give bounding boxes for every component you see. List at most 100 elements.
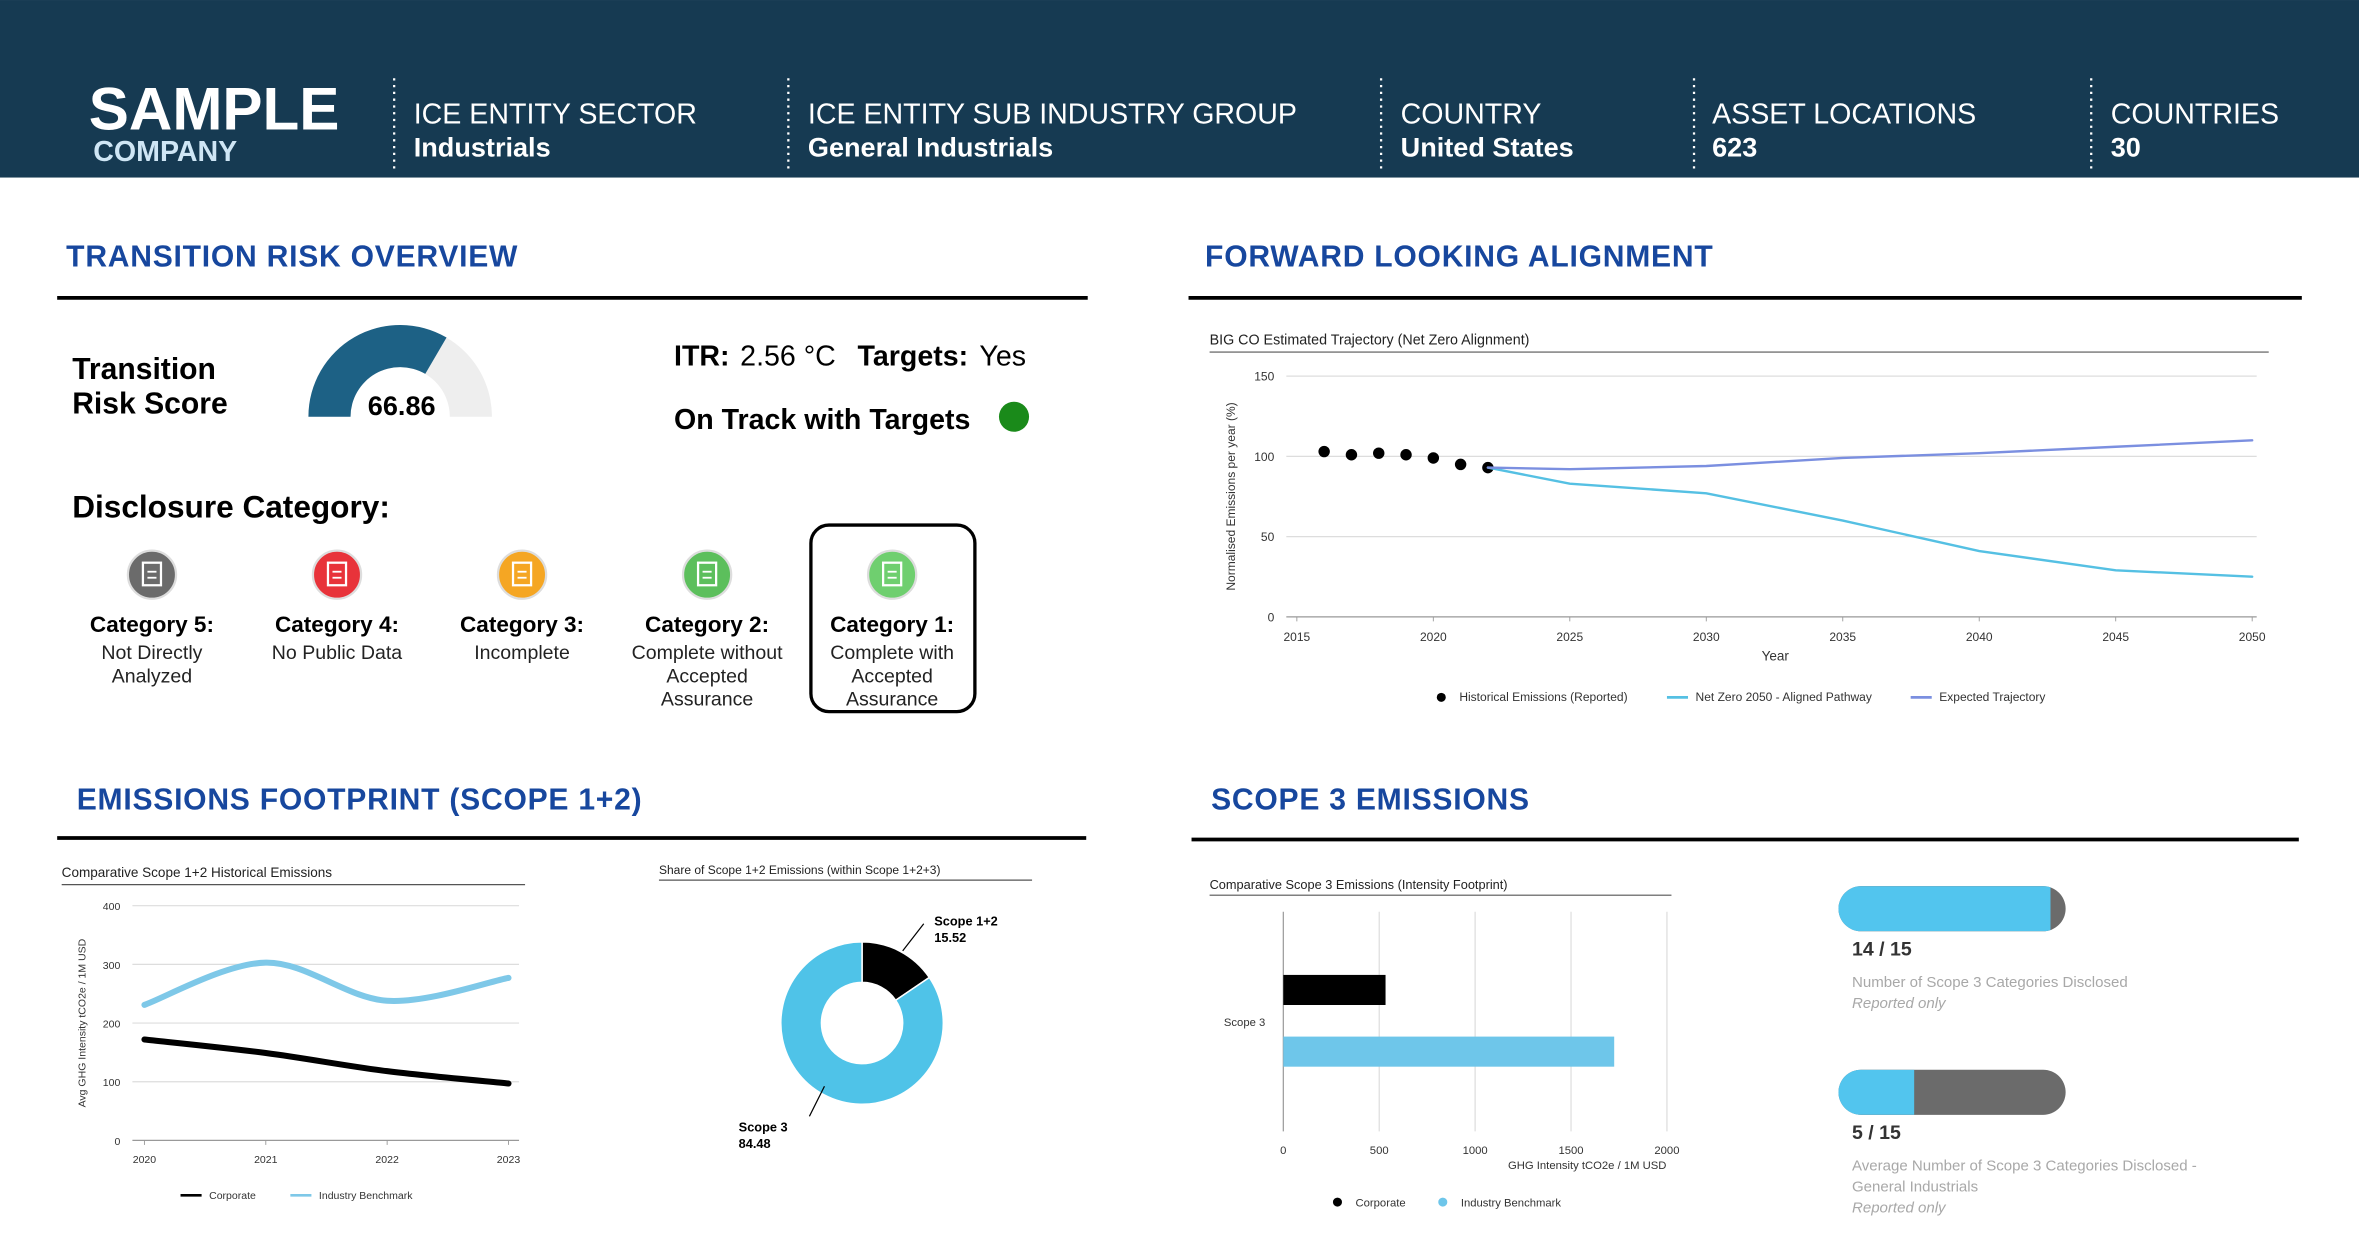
progress-value: 14 / 15 <box>1852 938 1912 960</box>
x-axis-label: Year <box>1762 648 1790 663</box>
header-value: General Industrials <box>808 131 1053 162</box>
progress-label: General Industrials <box>1852 1179 1978 1196</box>
data-line <box>1486 439 2254 471</box>
y-tick-label: 150 <box>1254 370 1274 384</box>
x-tick-label: 2020 <box>1420 630 1447 644</box>
status-indicator <box>998 401 1030 432</box>
gauge-title: Transition <box>72 353 216 386</box>
y-tick-label: 100 <box>1254 450 1274 464</box>
progress-label: Number of Scope 3 Categories Disclosed <box>1852 974 2128 991</box>
disclosure-title: Disclosure Category: <box>72 489 390 525</box>
slice-value: 15.52 <box>934 930 966 945</box>
category-description: Accepted <box>851 665 933 687</box>
legend-marker <box>1436 692 1446 702</box>
data-point <box>1373 447 1385 459</box>
category-description: Accepted <box>666 665 748 687</box>
legend-marker <box>1332 1197 1342 1207</box>
header-bar <box>0 0 2359 178</box>
x-tick-label: 2015 <box>1283 630 1310 644</box>
y-tick-label: 400 <box>103 901 121 913</box>
progress-note: Reported only <box>1852 1200 1947 1217</box>
header-label: COUNTRIES <box>2111 98 2279 130</box>
y-tick-label: Scope 3 <box>1224 1017 1265 1029</box>
section-title: TRANSITION RISK OVERVIEW <box>66 240 518 273</box>
data-line <box>1486 466 2254 578</box>
progress-fill <box>1838 1069 1915 1115</box>
category-icon <box>126 549 178 600</box>
category-icon <box>681 549 733 600</box>
y-tick-label: 100 <box>103 1077 121 1089</box>
gauge-value <box>308 324 447 417</box>
data-point <box>1318 445 1330 458</box>
category-name: Category 3: <box>460 612 584 637</box>
leader-line <box>808 1085 825 1117</box>
slice-label: Scope 1+2 <box>934 913 998 928</box>
y-axis-label: Normalised Emissions per year (%) <box>1224 402 1238 590</box>
pie-slice <box>780 941 944 1106</box>
targets-label: Targets: <box>858 341 969 373</box>
legend-label: Net Zero 2050 - Aligned Pathway <box>1696 690 1872 704</box>
legend-label: Industry Benchmark <box>1461 1198 1562 1210</box>
progress-value: 5 / 15 <box>1852 1122 1901 1144</box>
category-description: Assurance <box>661 689 753 711</box>
slice-value: 84.48 <box>739 1136 771 1151</box>
header-value: 30 <box>2111 131 2141 162</box>
x-tick-label: 2030 <box>1693 630 1720 644</box>
y-tick-label: 200 <box>103 1019 121 1031</box>
progress-label: Average Number of Scope 3 Categories Dis… <box>1852 1157 2197 1174</box>
status-text: On Track with Targets <box>674 404 970 436</box>
x-tick-label: 2021 <box>254 1154 278 1166</box>
category-icon-doc <box>511 561 533 587</box>
data-point <box>1400 449 1412 461</box>
chart-title: BIG CO Estimated Trajectory (Net Zero Al… <box>1210 333 1530 349</box>
x-tick-label: 2020 <box>133 1154 157 1166</box>
gauge-title: Risk Score <box>72 388 227 421</box>
logo-name: SAMPLE <box>89 75 340 142</box>
data-line <box>141 1036 512 1087</box>
header-label: ASSET LOCATIONS <box>1712 98 1976 130</box>
header-label: ICE ENTITY SUB INDUSTRY GROUP <box>808 98 1297 130</box>
category-icon <box>311 549 363 600</box>
category-name: Category 5: <box>90 612 214 637</box>
legend-label: Industry Benchmark <box>319 1190 413 1202</box>
itr-value: 2.56 °C <box>740 341 836 373</box>
header-label: ICE ENTITY SECTOR <box>414 98 697 130</box>
category-description: Complete without <box>632 642 784 664</box>
category-name: Category 4: <box>275 612 399 637</box>
category-icon <box>866 549 918 600</box>
gauge-value-label: 66.86 <box>368 390 436 421</box>
selected-category-box <box>809 523 977 714</box>
category-icon-doc <box>326 561 348 587</box>
x-tick-label: 2045 <box>2102 630 2129 644</box>
data-line <box>141 959 512 1008</box>
y-tick-label: 300 <box>103 960 121 972</box>
chart-title: Share of Scope 1+2 Emissions (within Sco… <box>659 863 941 877</box>
category-description: Analyzed <box>112 665 192 687</box>
category-description: Incomplete <box>474 642 570 664</box>
category-description: No Public Data <box>272 642 403 664</box>
slice-label: Scope 3 <box>739 1119 788 1134</box>
legend-label: Historical Emissions (Reported) <box>1459 690 1627 704</box>
header-label: COUNTRY <box>1401 98 1542 130</box>
legend-label: Corporate <box>1356 1198 1406 1210</box>
targets-value: Yes <box>979 341 1026 373</box>
bar <box>1283 974 1386 1006</box>
category-name: Category 1: <box>830 612 954 637</box>
section-title: SCOPE 3 EMISSIONS <box>1211 783 1530 816</box>
x-tick-label: 2022 <box>375 1154 399 1166</box>
category-icon-doc <box>141 561 163 587</box>
logo-sub: COMPANY <box>93 136 237 168</box>
x-tick-label: 2023 <box>497 1154 521 1166</box>
category-description: Complete with <box>830 642 954 664</box>
itr-label: ITR: <box>674 341 730 373</box>
legend-label: Corporate <box>209 1190 256 1202</box>
x-tick-label: 1000 <box>1463 1145 1488 1157</box>
data-point <box>1454 458 1467 471</box>
chart-title: Comparative Scope 3 Emissions (Intensity… <box>1210 877 1508 892</box>
legend-label: Expected Trajectory <box>1939 690 2045 704</box>
x-tick-label: 1500 <box>1559 1145 1584 1157</box>
category-icon <box>496 549 548 600</box>
data-point <box>1345 449 1358 461</box>
leader-line <box>902 923 925 952</box>
